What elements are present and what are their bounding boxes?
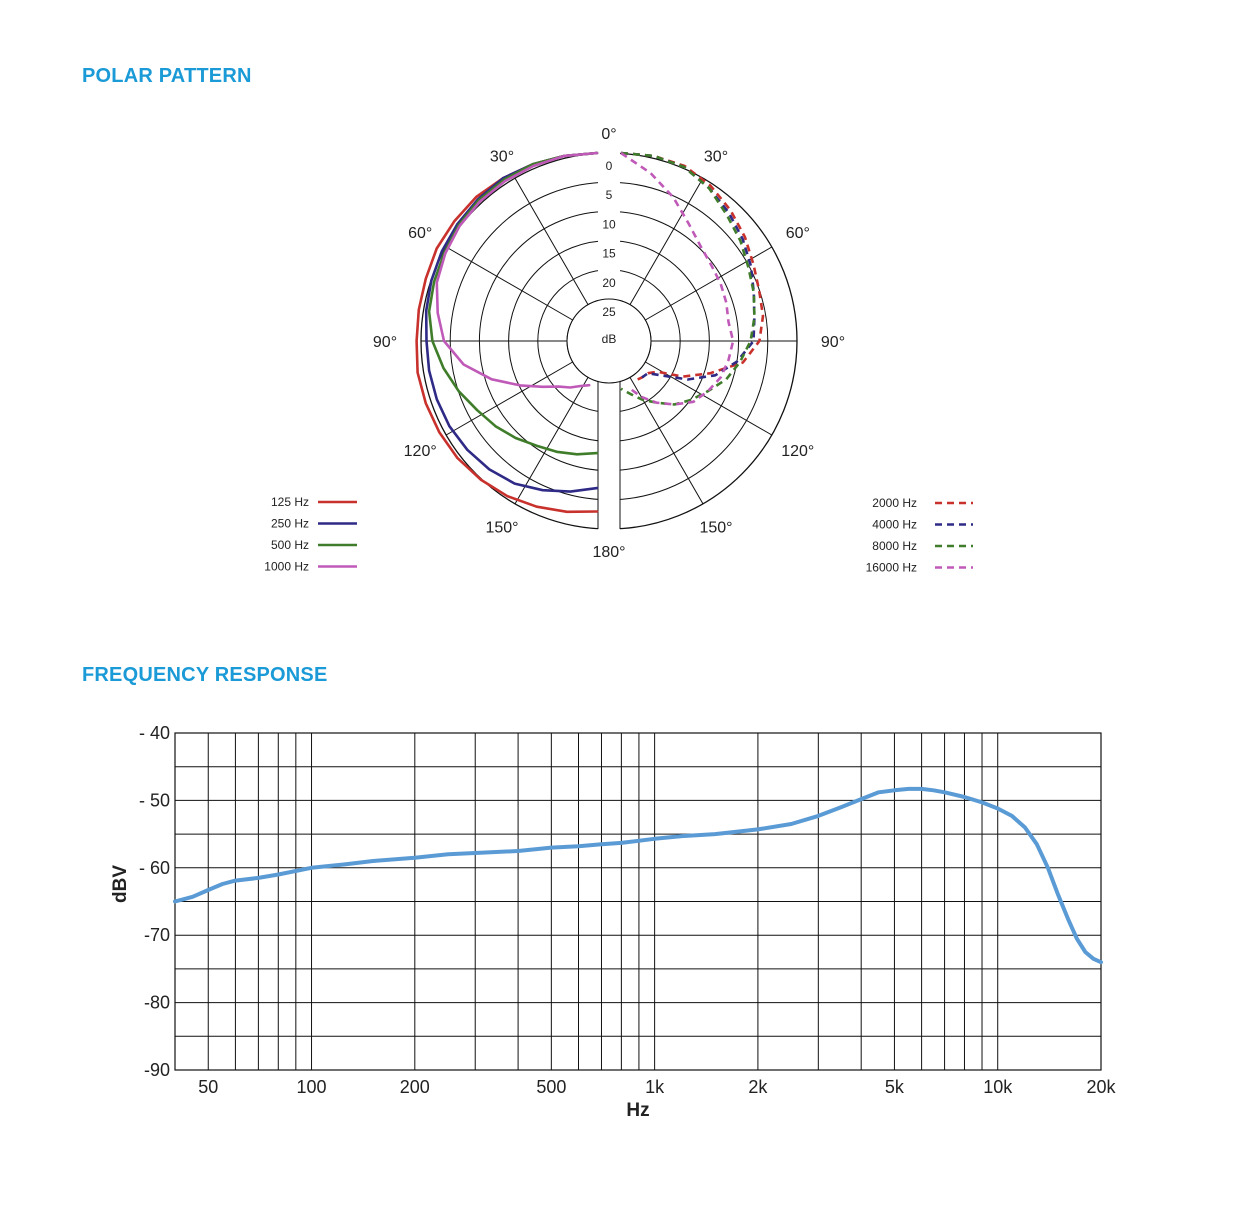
legend-label: 8000 Hz xyxy=(872,539,917,553)
y-tick-label: -80 xyxy=(144,993,170,1013)
radial-label: 0 xyxy=(606,159,613,173)
y-tick-label: - 40 xyxy=(139,723,170,743)
angle-label: 60° xyxy=(408,225,432,242)
frequency-response-chart: 50 100 200 500 1k 2k 5k 10k 20k - 40 - 50 - 60 -70 -8… xyxy=(110,723,1117,1121)
x-axis-label: Hz xyxy=(626,1100,649,1121)
x-tick-label: 500 xyxy=(536,1077,566,1097)
polar-grid xyxy=(420,151,798,531)
polar-curve-500-hz xyxy=(427,151,599,456)
polar-curve-2000-hz xyxy=(620,151,765,382)
x-tick-label: 2k xyxy=(748,1077,768,1097)
radial-label-bg xyxy=(598,305,620,318)
polar-spoke xyxy=(445,361,573,436)
radial-label: 15 xyxy=(602,247,616,261)
y-tick-label: -70 xyxy=(144,925,170,945)
radial-label-bg xyxy=(598,217,620,231)
frequency-line xyxy=(173,786,1103,965)
polar-labels: 0 5 10 15 20 25 dB 0° 30° 60° 90° 120° 150° 180° 30° 60… xyxy=(373,126,845,561)
frequency-response-title: FREQUENCY RESPONSE xyxy=(82,664,328,686)
legend-label: 500 Hz xyxy=(271,538,309,552)
frequency-grid xyxy=(174,732,1102,1071)
angle-label: 60° xyxy=(786,225,810,242)
radial-label: 20 xyxy=(602,276,616,290)
polar-curves xyxy=(415,151,765,514)
legend-label: 16000 Hz xyxy=(866,561,917,575)
legend-label: 2000 Hz xyxy=(872,496,917,510)
angle-label: 120° xyxy=(781,443,814,460)
x-tick-label: 200 xyxy=(400,1077,430,1097)
angle-label: 90° xyxy=(821,334,845,351)
polar-curve-16000-hz xyxy=(620,151,735,406)
frequency-response-curve xyxy=(173,786,1103,965)
y-tick-label: - 50 xyxy=(139,790,170,810)
angle-label: 30° xyxy=(704,149,728,166)
x-tick-label: 50 xyxy=(198,1077,218,1097)
radial-label-bg xyxy=(598,275,620,289)
angle-label: 0° xyxy=(601,126,616,143)
polar-curve-250-hz xyxy=(424,151,599,493)
angle-label: 90° xyxy=(373,334,397,351)
angle-label: 180° xyxy=(592,544,625,561)
legend-label: 250 Hz xyxy=(271,517,309,531)
polar-center-hole xyxy=(568,300,650,382)
legend-label: 1000 Hz xyxy=(264,560,309,574)
polar-pattern-title: POLAR PATTERN xyxy=(82,65,252,87)
radial-label-bg xyxy=(598,246,620,260)
polar-spoke xyxy=(514,377,589,505)
y-axis-label: dBV xyxy=(110,865,131,903)
polar-pattern-chart: 0 5 10 15 20 25 dB 0° 30° 60° 90° 120° 150° 180° 30° 60… xyxy=(264,126,973,575)
x-tick-label: 20k xyxy=(1086,1077,1116,1097)
angle-label: 150° xyxy=(485,519,518,536)
radial-label-bg xyxy=(598,159,620,172)
legend-label: 125 Hz xyxy=(271,495,309,509)
polar-spoke xyxy=(514,177,589,305)
radial-label: 10 xyxy=(602,217,616,231)
radial-label: 5 xyxy=(606,188,613,202)
x-tick-label: 1k xyxy=(645,1077,665,1097)
polar-center-ring xyxy=(566,298,652,384)
x-tick-label: 100 xyxy=(297,1077,327,1097)
polar-spoke xyxy=(445,246,573,321)
polar-curve-1000-hz xyxy=(435,151,599,389)
polar-legend: 125 Hz 250 Hz 500 Hz 1000 Hz 2000 Hz 4000 Hz 8… xyxy=(264,495,973,575)
polar-curve-8000-hz xyxy=(620,151,756,406)
legend-label: 4000 Hz xyxy=(872,518,917,532)
y-tick-label: -90 xyxy=(144,1060,170,1080)
x-tick-label: 10k xyxy=(983,1077,1013,1097)
angle-label: 150° xyxy=(699,519,732,536)
angle-label: 30° xyxy=(490,149,514,166)
polar-spoke xyxy=(629,177,704,305)
frequency-labels: 50 100 200 500 1k 2k 5k 10k 20k - 40 - 50 - 60 -70 -8… xyxy=(110,723,1117,1121)
y-tick-label: - 60 xyxy=(139,858,170,878)
x-tick-label: 5k xyxy=(885,1077,905,1097)
radial-label-bg xyxy=(598,188,620,202)
polar-center-label: dB xyxy=(602,332,617,346)
radial-label: 25 xyxy=(602,305,616,319)
angle-label: 120° xyxy=(404,443,437,460)
